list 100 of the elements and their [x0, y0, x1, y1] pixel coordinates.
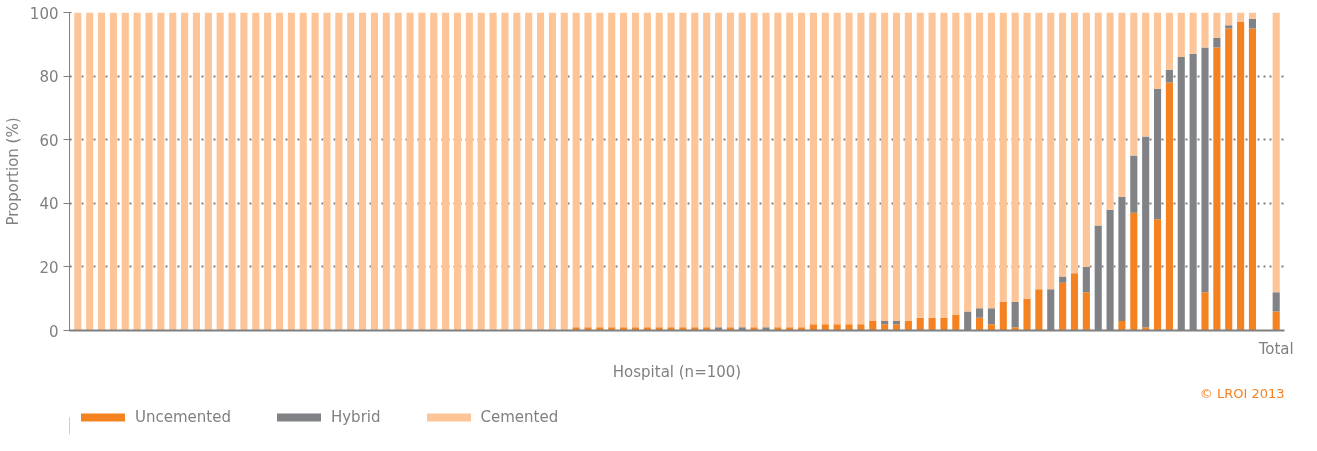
- bar: [774, 327, 782, 331]
- bar: [370, 12, 378, 331]
- bar: [1237, 22, 1245, 331]
- bar: [1011, 12, 1019, 302]
- bar: [976, 12, 984, 309]
- bar: [809, 12, 818, 325]
- bar: [430, 12, 438, 331]
- bar: [987, 324, 995, 331]
- bar: [798, 12, 806, 328]
- bar: [928, 317, 936, 331]
- bar: [489, 12, 497, 331]
- bar: [216, 12, 224, 331]
- bar: [1153, 219, 1162, 331]
- bar: [382, 12, 390, 331]
- y-tick-label: 80: [39, 68, 59, 87]
- bar: [596, 12, 604, 328]
- bar: [655, 12, 663, 328]
- bar: [1118, 12, 1126, 197]
- bar: [916, 12, 924, 318]
- bar: [928, 12, 936, 318]
- bar: [513, 12, 521, 331]
- bar: [157, 12, 165, 331]
- bar: [1165, 82, 1173, 331]
- bar: [608, 12, 616, 328]
- bar: [703, 12, 711, 328]
- bar: [857, 12, 865, 325]
- bar: [667, 12, 675, 328]
- bar: [347, 12, 355, 331]
- bar: [881, 324, 889, 331]
- bar: [584, 327, 592, 331]
- bar: [145, 12, 153, 331]
- bar: [453, 12, 462, 331]
- bar: [762, 12, 770, 328]
- bar: [1272, 12, 1280, 293]
- bar: [857, 324, 865, 331]
- y-tick-label: 60: [39, 131, 59, 150]
- bar: [442, 12, 450, 331]
- bar: [1047, 12, 1055, 290]
- bar: [679, 12, 687, 328]
- bar: [976, 317, 984, 331]
- bar: [845, 12, 853, 325]
- bar: [240, 12, 248, 331]
- bar: [904, 320, 912, 331]
- bar: [97, 12, 106, 331]
- bar: [726, 12, 734, 328]
- bar: [1248, 28, 1257, 331]
- bar: [1237, 12, 1245, 23]
- bar: [477, 12, 485, 331]
- x-axis-title: Hospital (n=100): [612, 362, 742, 381]
- bar: [1142, 327, 1150, 331]
- y-tick-label: 0: [48, 322, 59, 341]
- bar: [940, 12, 948, 318]
- bar: [181, 12, 189, 331]
- bar: [952, 314, 960, 331]
- bar: [109, 12, 117, 331]
- bar: [1011, 327, 1019, 331]
- bar: [548, 12, 556, 331]
- bar: [572, 12, 580, 328]
- bar: [786, 327, 794, 331]
- bar: [1177, 12, 1185, 58]
- bar: [1201, 12, 1209, 48]
- bar: [1059, 12, 1067, 277]
- bar: [691, 12, 699, 328]
- bar: [536, 12, 545, 331]
- bar: [999, 12, 1007, 302]
- bar: [1213, 12, 1221, 38]
- bar: [667, 327, 675, 331]
- y-tick-label: 100: [29, 4, 59, 23]
- y-tick-label: 40: [39, 195, 59, 214]
- bar: [999, 301, 1007, 331]
- bar: [821, 12, 829, 325]
- bar: [1225, 12, 1233, 26]
- bar: [643, 12, 651, 328]
- bar: [631, 327, 640, 331]
- bar: [1142, 12, 1150, 137]
- bar: [1189, 12, 1197, 54]
- y-axis-title: Proportion (%): [3, 117, 22, 226]
- legend-label: Cemented: [480, 408, 559, 426]
- bar: [726, 327, 734, 331]
- bar: [596, 327, 604, 331]
- bar: [786, 12, 794, 328]
- bar: [264, 12, 272, 331]
- bar: [821, 324, 829, 331]
- bar: [916, 317, 924, 331]
- bar: [394, 12, 402, 331]
- bar: [869, 320, 877, 331]
- bar: [987, 308, 995, 325]
- bar: [845, 324, 853, 331]
- bar: [1225, 25, 1233, 29]
- bar: [691, 327, 699, 331]
- bar: [904, 12, 912, 321]
- bar: [869, 12, 877, 321]
- bar: [252, 12, 260, 331]
- bar: [1130, 212, 1138, 331]
- bar: [74, 12, 82, 331]
- bar: [1082, 292, 1090, 331]
- bar: [798, 327, 806, 331]
- bar: [228, 12, 236, 331]
- bar: [679, 327, 687, 331]
- bar: [204, 12, 212, 331]
